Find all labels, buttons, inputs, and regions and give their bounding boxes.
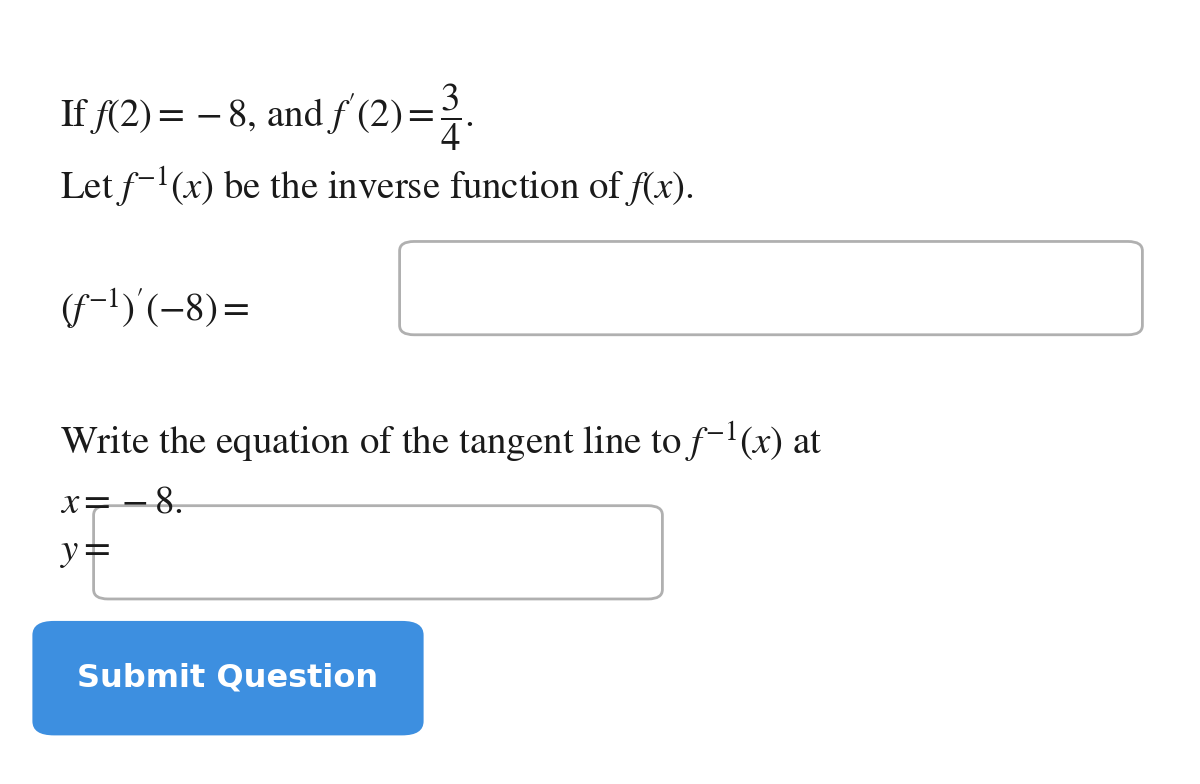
FancyBboxPatch shape <box>400 241 1142 335</box>
Text: $x = -8.$: $x = -8.$ <box>60 486 182 521</box>
Text: Write the equation of the tangent line to $f^{-1}(x)$ at: Write the equation of the tangent line t… <box>60 419 822 465</box>
Text: Let $f^{-1}(x)$ be the inverse function of $f(x)$.: Let $f^{-1}(x)$ be the inverse function … <box>60 165 694 210</box>
Text: $y =$: $y =$ <box>60 535 110 570</box>
Text: $(f^{-1})'(-8) =$: $(f^{-1})'(-8) =$ <box>60 286 250 332</box>
Text: Submit Question: Submit Question <box>78 662 378 694</box>
FancyBboxPatch shape <box>94 506 662 599</box>
FancyBboxPatch shape <box>32 621 424 735</box>
Text: If $f(2) = -8$, and $f'(2) = \dfrac{3}{4}.$: If $f(2) = -8$, and $f'(2) = \dfrac{3}{4… <box>60 82 474 154</box>
